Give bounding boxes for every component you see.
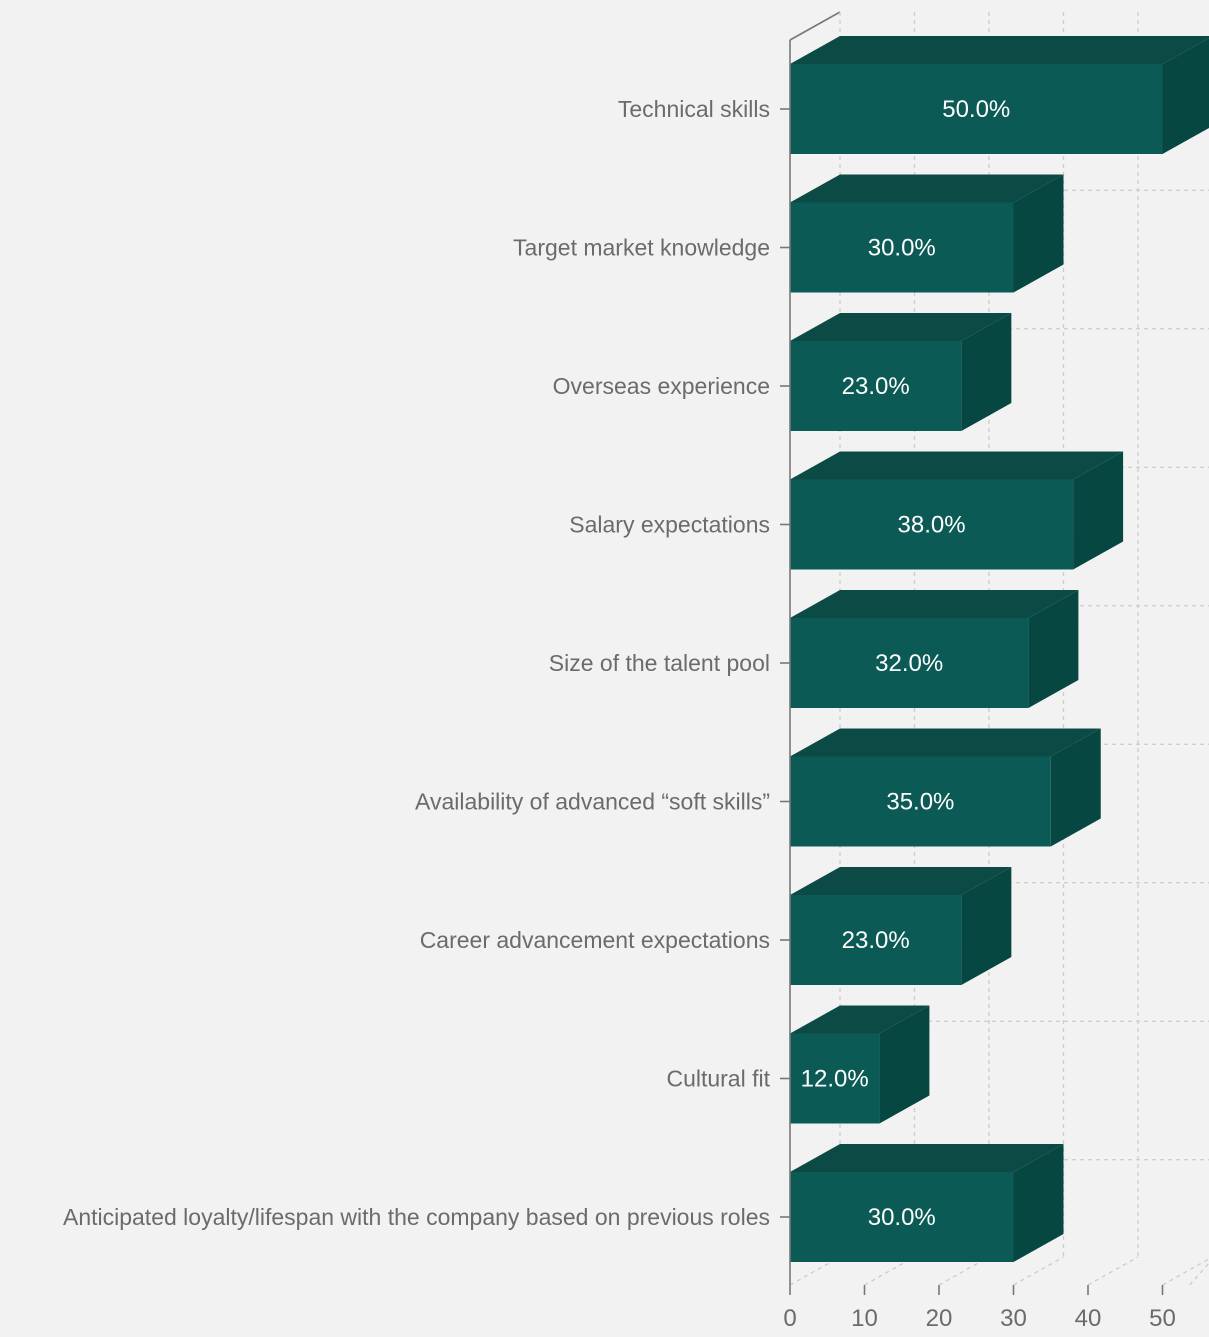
bar-top-face [790, 729, 1101, 757]
data-label: 38.0% [898, 512, 966, 539]
data-label: 50.0% [942, 96, 1010, 123]
x-tick-label: 10 [851, 1305, 878, 1332]
category-label: Cultural fit [666, 1066, 770, 1092]
bar-top-face [790, 590, 1078, 618]
data-label: 23.0% [842, 927, 910, 954]
gridline-floor [1014, 1257, 1064, 1285]
data-label: 23.0% [842, 373, 910, 400]
x-tick-label: 30 [1000, 1305, 1027, 1332]
bar-top-face [790, 36, 1209, 64]
wall-top-edge [790, 12, 840, 40]
data-label: 32.0% [875, 650, 943, 677]
data-label: 30.0% [868, 235, 936, 262]
category-label: Anticipated loyalty/lifespan with the co… [63, 1204, 770, 1230]
category-label: Availability of advanced “soft skills” [415, 789, 770, 815]
x-tick-label: 50 [1149, 1305, 1176, 1332]
category-label: Career advancement expectations [420, 927, 770, 953]
data-label: 35.0% [886, 789, 954, 816]
gridline-floor [1190, 1263, 1209, 1285]
category-label: Overseas experience [553, 373, 770, 399]
gridline-floor [1088, 1257, 1138, 1285]
x-tick-label: 0 [783, 1305, 796, 1332]
data-label: 30.0% [868, 1204, 936, 1231]
bar-top-face [790, 452, 1123, 480]
data-label: 12.0% [801, 1066, 869, 1093]
category-label: Salary expectations [569, 512, 770, 538]
x-tick-label: 40 [1075, 1305, 1102, 1332]
x-tick-label: 20 [926, 1305, 953, 1332]
category-label: Technical skills [618, 96, 770, 122]
category-label: Size of the talent pool [549, 650, 770, 676]
category-label: Target market knowledge [513, 235, 770, 261]
